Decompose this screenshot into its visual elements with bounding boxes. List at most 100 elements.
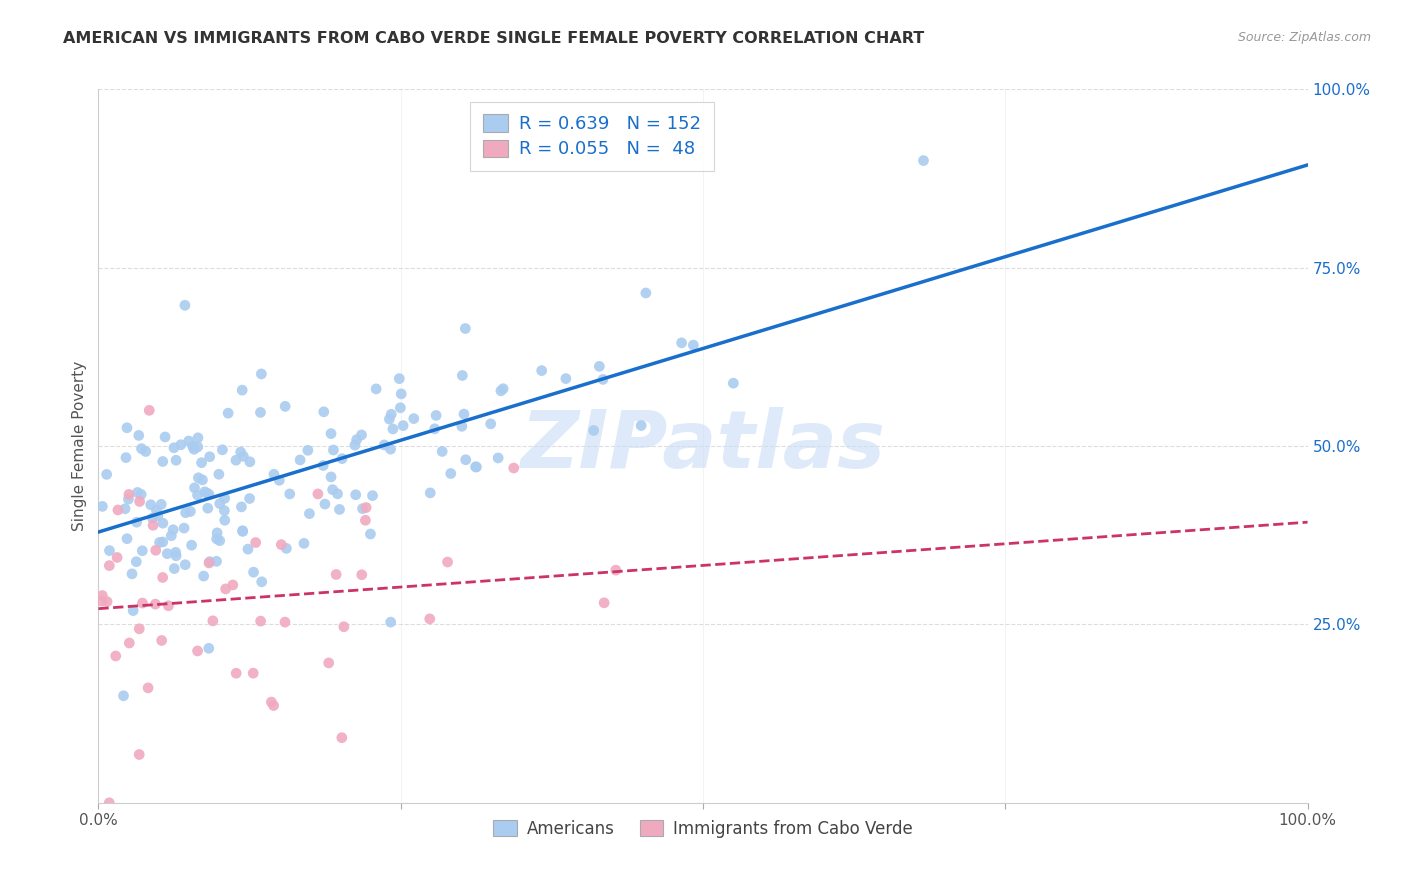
Point xyxy=(325,567,347,582)
Point xyxy=(330,731,353,745)
Point xyxy=(193,569,215,583)
Point xyxy=(157,599,180,613)
Point xyxy=(249,614,271,628)
Point xyxy=(451,368,474,383)
Point xyxy=(232,524,254,539)
Point xyxy=(205,554,228,568)
Point xyxy=(152,570,174,584)
Point xyxy=(152,535,174,549)
Point xyxy=(162,523,184,537)
Point xyxy=(91,500,114,514)
Point xyxy=(152,454,174,468)
Point xyxy=(153,430,176,444)
Point xyxy=(160,529,183,543)
Point xyxy=(330,451,353,466)
Point xyxy=(242,666,264,681)
Point xyxy=(314,497,336,511)
Point xyxy=(187,471,209,485)
Point xyxy=(115,421,138,435)
Point xyxy=(194,484,217,499)
Point xyxy=(502,461,524,475)
Point xyxy=(222,578,245,592)
Point xyxy=(250,574,273,589)
Point xyxy=(245,535,267,549)
Point xyxy=(187,440,209,454)
Point xyxy=(312,458,335,473)
Point xyxy=(165,453,187,467)
Point xyxy=(464,459,486,474)
Point xyxy=(333,620,356,634)
Point xyxy=(354,513,377,527)
Point xyxy=(198,556,221,570)
Point xyxy=(183,481,205,495)
Point xyxy=(278,487,301,501)
Point xyxy=(211,442,233,457)
Point xyxy=(131,543,153,558)
Point xyxy=(129,487,152,501)
Point xyxy=(96,467,118,482)
Point xyxy=(208,533,231,548)
Point xyxy=(187,431,209,445)
Point xyxy=(181,440,204,454)
Point xyxy=(214,503,236,517)
Point xyxy=(231,383,253,397)
Point xyxy=(344,488,367,502)
Point xyxy=(359,527,381,541)
Point xyxy=(136,681,159,695)
Point xyxy=(125,555,148,569)
Point xyxy=(392,418,415,433)
Point xyxy=(163,441,186,455)
Point xyxy=(195,486,218,500)
Point xyxy=(319,470,342,484)
Point xyxy=(232,524,254,538)
Point xyxy=(380,407,402,421)
Point xyxy=(125,515,148,529)
Point xyxy=(554,371,576,385)
Text: Source: ZipAtlas.com: Source: ZipAtlas.com xyxy=(1237,31,1371,45)
Point xyxy=(145,543,167,558)
Point xyxy=(389,387,412,401)
Point xyxy=(122,604,145,618)
Text: ZIPatlas: ZIPatlas xyxy=(520,407,886,485)
Point xyxy=(238,491,260,506)
Point xyxy=(118,487,141,501)
Point xyxy=(114,501,136,516)
Point xyxy=(165,545,187,559)
Point xyxy=(350,567,373,582)
Point xyxy=(250,367,273,381)
Point xyxy=(143,597,166,611)
Point xyxy=(229,445,252,459)
Point xyxy=(288,453,311,467)
Point xyxy=(187,644,209,658)
Point xyxy=(232,450,254,464)
Point xyxy=(131,596,153,610)
Point xyxy=(389,401,412,415)
Point xyxy=(177,434,200,448)
Point xyxy=(419,612,441,626)
Y-axis label: Single Female Poverty: Single Female Poverty xyxy=(72,361,87,531)
Point xyxy=(170,438,193,452)
Point xyxy=(91,589,114,603)
Point xyxy=(419,486,441,500)
Point xyxy=(388,371,411,385)
Point xyxy=(436,555,458,569)
Point xyxy=(121,566,143,581)
Point xyxy=(326,487,349,501)
Point xyxy=(236,542,259,557)
Point xyxy=(197,501,219,516)
Point xyxy=(479,417,502,431)
Point xyxy=(190,456,212,470)
Point xyxy=(198,555,221,569)
Point xyxy=(174,506,197,520)
Point xyxy=(270,538,292,552)
Point xyxy=(582,424,605,438)
Point xyxy=(90,594,112,608)
Point xyxy=(96,594,118,608)
Point xyxy=(225,453,247,467)
Point xyxy=(214,582,236,596)
Point xyxy=(292,536,315,550)
Point xyxy=(187,488,209,502)
Point xyxy=(361,489,384,503)
Point xyxy=(135,444,157,458)
Point xyxy=(107,503,129,517)
